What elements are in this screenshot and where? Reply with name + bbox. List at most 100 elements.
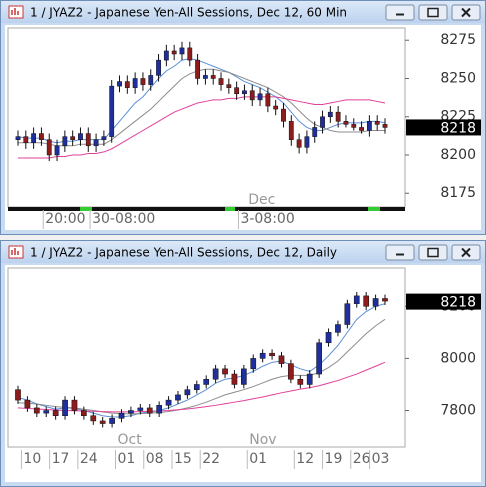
title-bar	[1, 1, 485, 23]
window-title: 1 / JYAZ2 - Japanese Yen-All Sessions, D…	[30, 246, 337, 260]
window-title: 1 / JYAZ2 - Japanese Yen-All Sessions, D…	[30, 6, 347, 20]
candle-body	[325, 332, 332, 344]
y-tick-label: 8250	[440, 70, 476, 86]
y-tick-label: 8275	[440, 32, 476, 48]
candle-body	[353, 295, 360, 304]
candle-body	[118, 412, 125, 419]
candle-body	[128, 410, 134, 414]
candle-body	[132, 78, 138, 88]
moving-average	[18, 96, 386, 159]
candle-body	[93, 139, 99, 147]
maximize-button[interactable]	[418, 4, 448, 21]
x-tick-label: 03	[372, 451, 390, 467]
candle-body	[31, 133, 37, 143]
candle-body	[241, 368, 247, 385]
x-tick-label: 08	[146, 451, 164, 467]
session-marker	[368, 207, 380, 211]
candle-body	[335, 324, 341, 333]
chart-window: 1 / JYAZ2 - Japanese Yen-All Sessions, D…	[0, 0, 486, 235]
candle-body	[184, 389, 191, 396]
candle-body	[165, 399, 172, 406]
candle-body	[234, 87, 240, 95]
candle-body	[210, 75, 216, 79]
window-icon	[8, 5, 24, 19]
candle-body	[39, 133, 44, 140]
last-price-box	[406, 293, 481, 310]
x-tick-label: 26	[353, 451, 371, 467]
candle-body	[99, 420, 106, 424]
candle-body	[140, 78, 146, 85]
candle-body	[344, 303, 351, 325]
candle-body	[15, 389, 21, 401]
candle-body	[46, 139, 52, 156]
candle-body	[175, 394, 181, 401]
candle-body	[296, 139, 302, 148]
x-tick-label: 24	[80, 451, 98, 467]
moving-average	[17, 361, 386, 413]
candle-body	[343, 121, 349, 125]
x-tick-label: 17	[52, 451, 70, 467]
last-price-label: 8218	[440, 120, 476, 136]
candle-body	[242, 90, 247, 95]
candle-body	[222, 368, 228, 375]
candle-body	[193, 384, 200, 390]
x-tick-label: 15	[174, 451, 192, 467]
candle-body	[124, 81, 130, 88]
candle-body	[163, 50, 169, 61]
window-icon	[8, 245, 24, 259]
candle-body	[249, 90, 255, 101]
title-bar	[1, 241, 485, 263]
moving-average	[17, 58, 386, 144]
candle-body	[212, 368, 219, 380]
candle-body	[195, 59, 200, 79]
candle-body	[259, 352, 266, 359]
candle-body	[187, 47, 193, 61]
candle-body	[54, 145, 60, 156]
candle-body	[363, 295, 370, 307]
candle-body	[250, 358, 257, 370]
candle-body	[62, 399, 68, 416]
plot-frame	[7, 267, 406, 448]
candle-body	[231, 373, 238, 385]
candle-body	[156, 405, 162, 414]
candle-body	[312, 127, 318, 137]
minimize-glyph	[396, 13, 404, 16]
candle-body	[81, 410, 87, 416]
candle-body	[33, 407, 40, 414]
candle-body	[62, 136, 68, 147]
x-tick-label: 10	[23, 451, 41, 467]
candle-body	[78, 133, 83, 140]
candle-body	[351, 124, 357, 128]
candle-body	[43, 410, 50, 414]
chart-window: 1 / JYAZ2 - Japanese Yen-All Sessions, D…	[0, 240, 486, 487]
candle-body	[218, 78, 224, 85]
candle-body	[382, 298, 388, 302]
candle-body	[306, 373, 313, 385]
close-glyph	[461, 247, 471, 258]
candle-body	[156, 59, 161, 76]
candle-body	[372, 298, 379, 307]
candle-body	[101, 136, 107, 140]
close-glyph	[461, 7, 471, 18]
candle-body	[374, 121, 380, 125]
candle-body	[281, 108, 286, 122]
candle-body	[382, 124, 388, 128]
y-tick-label: 8000	[440, 350, 476, 366]
y-tick-label: 8200	[440, 147, 476, 163]
moving-average	[17, 303, 386, 418]
candle-body	[52, 410, 59, 416]
session-marker	[225, 207, 235, 211]
candle-body	[148, 75, 154, 85]
candle-body	[316, 342, 322, 375]
plot-frame	[7, 27, 406, 208]
minimize-button[interactable]	[385, 4, 415, 21]
maximize-button[interactable]	[418, 244, 448, 261]
candle-body	[320, 116, 325, 128]
candle-body	[366, 121, 372, 131]
x-tick-label: 12	[296, 451, 314, 467]
candle-body	[71, 399, 78, 411]
session-bar	[8, 207, 405, 211]
minimize-button[interactable]	[385, 244, 415, 261]
candle-body	[137, 407, 144, 411]
